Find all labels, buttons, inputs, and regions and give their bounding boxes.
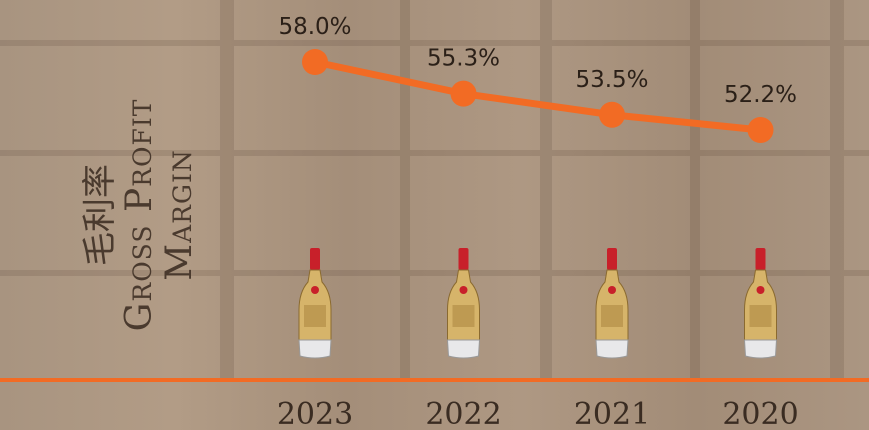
- bottle-label: [452, 305, 475, 327]
- value-label: 52.2%: [724, 82, 797, 108]
- bottle-icon: [595, 248, 629, 359]
- bottle-emblem: [756, 286, 765, 294]
- bottle-cap: [755, 248, 766, 270]
- bottle-icon: [298, 248, 332, 359]
- bottle-cap: [607, 248, 617, 270]
- line: [314, 58, 761, 134]
- point: [747, 117, 774, 143]
- bottle-base: [446, 339, 481, 359]
- x-tick-label: 2022: [425, 397, 501, 430]
- bottle-label: [749, 305, 772, 327]
- bottle-label: [601, 305, 623, 327]
- bottle-emblem: [311, 286, 319, 294]
- bottle-cap: [310, 248, 320, 270]
- point: [302, 49, 328, 75]
- point: [599, 101, 625, 128]
- value-label: 53.5%: [575, 67, 648, 93]
- value-label: 58.0%: [278, 14, 351, 40]
- bottle-icon: [743, 248, 778, 359]
- bottle-cap: [458, 248, 469, 270]
- bottle-icon: [446, 248, 481, 359]
- bottle-base: [298, 339, 332, 359]
- x-tick-label: 2023: [277, 397, 353, 430]
- point: [450, 80, 477, 107]
- value-label: 55.3%: [427, 46, 500, 72]
- bottle-emblem: [459, 286, 468, 294]
- x-tick-label: 2021: [574, 397, 650, 430]
- x-tick-label: 2020: [722, 397, 798, 430]
- bottle-label: [304, 305, 326, 327]
- bottle-base: [743, 339, 778, 359]
- bottle-base: [595, 339, 629, 359]
- bottle-emblem: [608, 286, 616, 294]
